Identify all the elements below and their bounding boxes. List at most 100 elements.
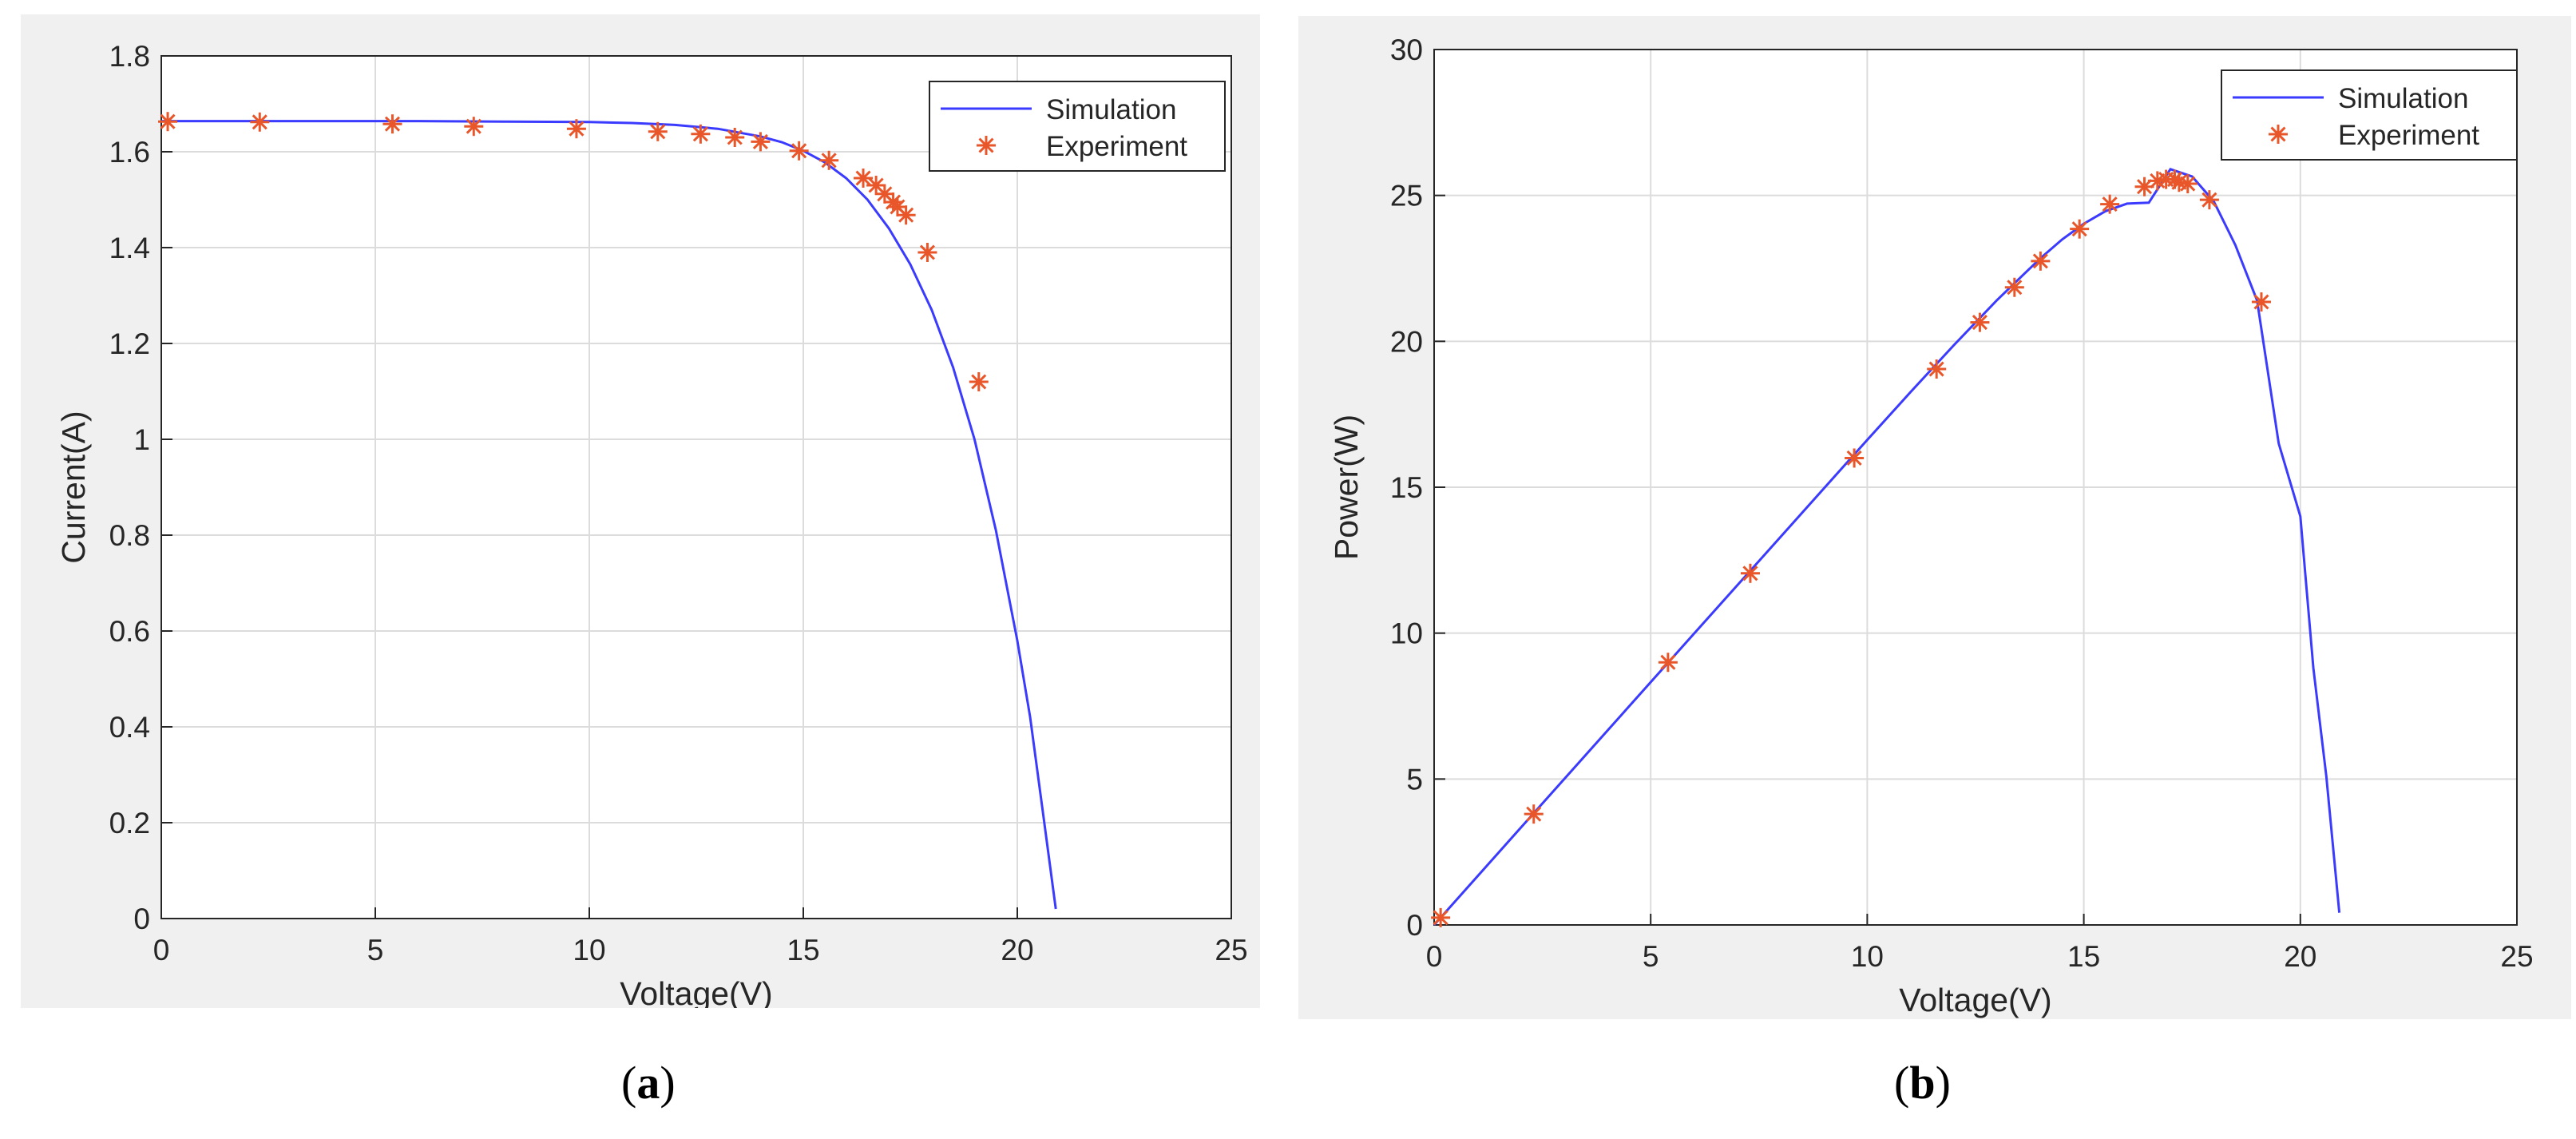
x-tick-label: 15 [2067, 940, 2100, 973]
x-tick-label: 25 [2500, 940, 2533, 973]
y-tick-label: 0.6 [109, 615, 150, 648]
x-tick-label: 20 [1001, 934, 1033, 966]
experiment-point [1658, 653, 1678, 673]
marker-stroke [919, 244, 935, 260]
marker-stroke [252, 114, 268, 130]
experiment-point [1970, 312, 1990, 332]
experiment-point [566, 119, 586, 139]
legend-simulation-label: Simulation [1046, 94, 1176, 125]
legend-box [929, 81, 1226, 172]
marker-stroke [978, 137, 994, 153]
legend: Simulation Experiment [2221, 69, 2518, 161]
x-tick-label: 20 [2284, 940, 2316, 973]
marker-stroke [384, 116, 400, 132]
legend-experiment-label: Experiment [1046, 131, 1187, 162]
marker-stroke [2032, 253, 2048, 269]
chart-panel-b: 0 5 10 15 20 25 0 5 10 15 20 25 30 Voltage(V) Power(W)… [1298, 16, 2571, 1019]
experiment-point [751, 132, 771, 152]
marker-stroke [855, 170, 871, 186]
x-axis-label: Voltage(V) [620, 975, 772, 1008]
marker-stroke [971, 374, 987, 390]
y-tick-label: 0.4 [109, 711, 150, 744]
x-tick-label: 0 [153, 934, 170, 966]
y-tick-label: 1.6 [109, 136, 150, 169]
experiment-point [1845, 448, 1865, 468]
x-tick-label: 10 [1851, 940, 1884, 973]
y-axis-label: Power(W) [1328, 415, 1365, 560]
experiment-point [969, 372, 989, 391]
marker-stroke [2270, 126, 2286, 142]
marker-stroke [650, 124, 666, 140]
marker-stroke [2102, 196, 2118, 212]
marker-stroke [160, 113, 176, 129]
y-tick-label: 1 [133, 423, 150, 456]
y-tick-label: 0.2 [109, 807, 150, 839]
experiment-point [725, 128, 745, 147]
marker-stroke [2201, 192, 2217, 208]
y-axis-label: Current(A) [55, 411, 92, 563]
marker-stroke [1846, 450, 1862, 466]
x-tick-label: 5 [367, 934, 384, 966]
experiment-point [382, 114, 402, 134]
marker-stroke [1972, 315, 1987, 331]
experiment-point [917, 243, 937, 262]
marker-stroke [791, 143, 807, 159]
chart-panel-a: 0 5 10 15 20 25 0 0.2 0.4 0.6 0.8 1 1.2 1.4 1.6 1.8 Volt… [21, 14, 1260, 1008]
simulation-series-line [1433, 168, 2341, 926]
experiment-point [896, 205, 916, 225]
experiment-point [2100, 194, 2120, 214]
legend: Simulation Experiment [929, 81, 1226, 172]
marker-stroke [1742, 566, 1758, 581]
x-axis-label: Voltage(V) [1899, 982, 2051, 1018]
y-tick-label: 0 [1406, 909, 1423, 942]
axes-box [1433, 49, 2518, 926]
experiment-point [2199, 190, 2219, 210]
x-tick-label: 0 [1426, 940, 1443, 973]
marker-stroke [2136, 179, 2153, 195]
x-tick-label: 5 [1643, 940, 1659, 973]
legend-experiment-label: Experiment [2338, 120, 2479, 151]
axes-box [161, 55, 1232, 919]
marker-stroke [2007, 280, 2023, 296]
marker-stroke [2071, 221, 2087, 237]
marker-stroke [1433, 910, 1449, 926]
plot-area [161, 56, 1231, 919]
legend-experiment-marker [2269, 125, 2288, 144]
pv-curve-chart: 0 5 10 15 20 25 0 5 10 15 20 25 30 Voltage(V) Power(W)… [1328, 34, 2534, 1018]
iv-curve-chart: 0 5 10 15 20 25 0 0.2 0.4 0.6 0.8 1 1.2 1.4 1.6 1.8 Volt… [55, 40, 1248, 1008]
experiment-point [648, 121, 668, 141]
x-tick-label: 10 [573, 934, 605, 966]
experiment-point [1524, 804, 1544, 824]
marker-stroke [1660, 654, 1676, 670]
y-tick-label: 1.2 [109, 327, 150, 360]
y-tick-label: 0 [133, 903, 150, 935]
marker-stroke [2253, 294, 2269, 310]
marker-stroke [752, 133, 768, 149]
legend-simulation-label: Simulation [2338, 83, 2468, 114]
x-tick-label: 25 [1215, 934, 1247, 966]
experiment-point [1927, 359, 1947, 379]
x-tick-label: 15 [787, 934, 819, 966]
y-tick-label: 1.4 [109, 232, 150, 264]
marker-stroke [890, 199, 906, 215]
y-tick-label: 15 [1390, 471, 1423, 504]
marker-stroke [727, 129, 743, 145]
experiment-point [819, 150, 839, 170]
experiment-point [1431, 907, 1451, 927]
experiment-point [789, 141, 809, 161]
caption-a: (a) [621, 1057, 676, 1109]
experiment-point [887, 197, 907, 216]
y-tick-label: 25 [1390, 180, 1423, 212]
marker-stroke [2180, 176, 2196, 192]
marker-stroke [569, 121, 585, 137]
marker-stroke [466, 118, 482, 134]
simulation-series-line [161, 120, 1057, 910]
y-tick-label: 1.8 [109, 40, 150, 73]
y-tick-label: 0.8 [109, 519, 150, 552]
legend-experiment-marker [977, 136, 996, 155]
legend-box [2221, 69, 2518, 161]
marker-stroke [692, 126, 708, 142]
experiment-point [250, 112, 270, 132]
experiment-point [2004, 277, 2024, 297]
experiment-point [691, 124, 711, 144]
